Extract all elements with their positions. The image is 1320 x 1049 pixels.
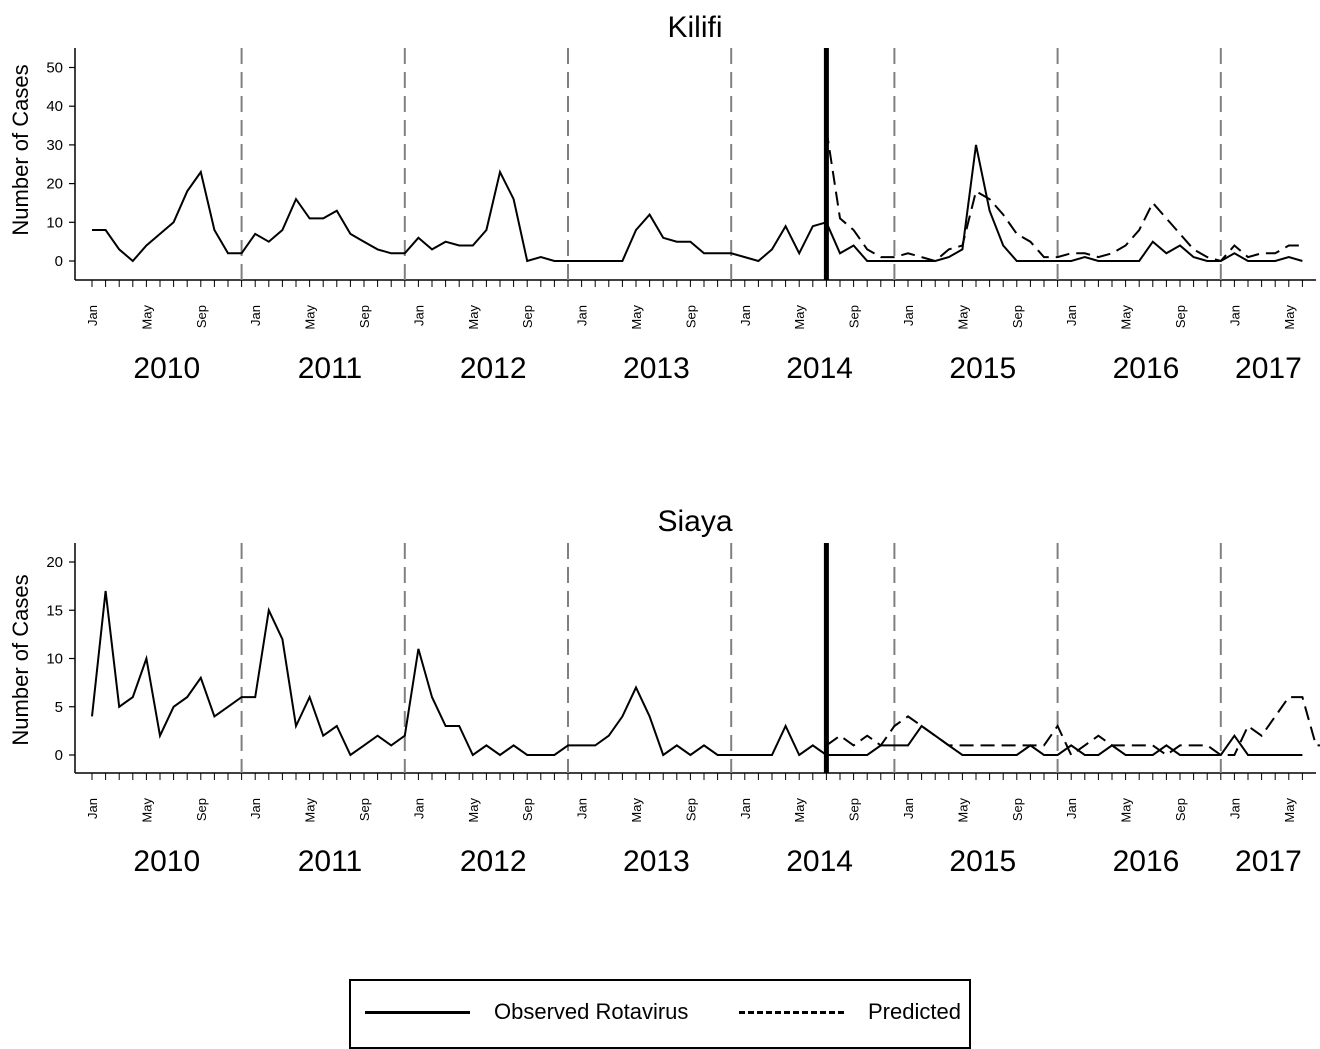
x-tick-label: Jan (738, 305, 753, 326)
x-tick-label: Sep (847, 798, 862, 821)
kilifi-panel: Kilifi Number of Cases 0 10 20 30 40 50 Jan May Se… (8, 11, 1316, 385)
year-label: 2010 (133, 352, 200, 385)
x-tick-label: May (466, 305, 481, 330)
x-tick-label: May (303, 305, 318, 330)
year-label: 2010 (133, 845, 200, 878)
chart-title: Kilifi (667, 11, 722, 44)
x-tick-label: Jan (85, 798, 100, 819)
x-tick-label: Jan (248, 305, 263, 326)
x-tick-label: Sep (1173, 305, 1188, 328)
observed-series-line (92, 144, 1303, 263)
x-tick-label: Sep (194, 305, 209, 328)
x-tick-label: Jan (1227, 305, 1242, 326)
y-tick-label: 20 (46, 176, 63, 193)
year-label: 2014 (786, 845, 853, 878)
x-tick-label: Sep (194, 798, 209, 821)
y-axis-label: Number of Cases (8, 574, 33, 745)
x-tick-label: Sep (1010, 305, 1025, 328)
year-label: 2016 (1113, 352, 1180, 385)
x-tick-label: Sep (1010, 798, 1025, 821)
y-tick-label: 10 (46, 214, 63, 231)
legend-label-observed: Observed Rotavirus (494, 999, 689, 1024)
x-tick-label: May (792, 798, 807, 823)
x-tick-label: May (466, 798, 481, 823)
x-tick-label: May (1282, 798, 1297, 823)
year-label: 2013 (623, 845, 690, 878)
x-tick-label: Jan (738, 798, 753, 819)
chart-legend: Observed Rotavirus Predicted (349, 979, 971, 1049)
x-tick-label: Jan (575, 305, 590, 326)
predicted-series-line (825, 696, 1320, 757)
x-tick-label: May (629, 798, 644, 823)
legend-solid-line-swatch (365, 1010, 470, 1014)
y-tick-label: 20 (46, 554, 63, 571)
year-label: 2016 (1113, 845, 1180, 878)
year-label: 2013 (623, 352, 690, 385)
year-label: 2011 (298, 352, 363, 385)
x-tick-label: Sep (847, 305, 862, 328)
x-tick-label: Sep (357, 305, 372, 328)
observed-series-line (91, 590, 1303, 757)
legend-dashed-line-swatch (739, 1010, 844, 1014)
x-tick-label: Sep (683, 798, 698, 821)
x-tick-label: Sep (520, 798, 535, 821)
x-tick-label: Sep (520, 305, 535, 328)
x-tick-label: May (955, 798, 970, 823)
x-tick-label: Jan (248, 798, 263, 819)
legend-label-predicted: Predicted (868, 999, 961, 1024)
predicted-series-line (825, 129, 1303, 263)
y-axis-label: Number of Cases (8, 64, 33, 235)
x-tick-label: Jan (1064, 798, 1079, 819)
x-tick-label: Jan (575, 798, 590, 819)
x-tick-label: Jan (411, 305, 426, 326)
x-tick-label: May (1119, 305, 1134, 330)
x-tick-label: May (139, 798, 154, 823)
x-tick-label: Jan (411, 798, 426, 819)
year-label: 2012 (460, 352, 527, 385)
year-label: 2017 (1235, 352, 1302, 385)
x-tick-label: Sep (683, 305, 698, 328)
y-tick-label: 30 (46, 137, 63, 154)
year-label: 2012 (460, 845, 527, 878)
x-tick-label: Jan (1227, 798, 1242, 819)
chart-title: Siaya (657, 505, 732, 538)
year-label: 2014 (786, 352, 853, 385)
y-tick-label: 10 (46, 651, 63, 668)
x-tick-label: Jan (901, 305, 916, 326)
y-tick-label: 0 (55, 253, 63, 270)
x-tick-label: May (303, 798, 318, 823)
y-tick-label: 40 (46, 98, 63, 115)
x-tick-label: Jan (1064, 305, 1079, 326)
x-tick-label: Jan (901, 798, 916, 819)
year-label: 2015 (949, 845, 1016, 878)
y-tick-label: 5 (55, 699, 63, 716)
x-tick-label: May (139, 305, 154, 330)
legend-item-predicted: Predicted (739, 999, 961, 1025)
x-tick-label: Sep (1173, 798, 1188, 821)
x-tick-label: Jan (85, 305, 100, 326)
y-tick-label: 15 (46, 602, 63, 619)
y-tick-label: 50 (46, 60, 63, 77)
x-tick-label: Sep (357, 798, 372, 821)
year-label: 2017 (1235, 845, 1302, 878)
x-tick-label: May (629, 305, 644, 330)
legend-item-observed: Observed Rotavirus (365, 999, 688, 1025)
x-tick-label: May (1119, 798, 1134, 823)
y-tick-label: 0 (55, 747, 63, 764)
year-label: 2015 (949, 352, 1016, 385)
x-tick-label: May (792, 305, 807, 330)
siaya-panel: Siaya Number of Cases 0 5 10 15 20 Jan May Sep Jan… (8, 505, 1320, 878)
x-tick-label: May (955, 305, 970, 330)
x-tick-label: May (1282, 305, 1297, 330)
year-label: 2011 (298, 845, 363, 878)
